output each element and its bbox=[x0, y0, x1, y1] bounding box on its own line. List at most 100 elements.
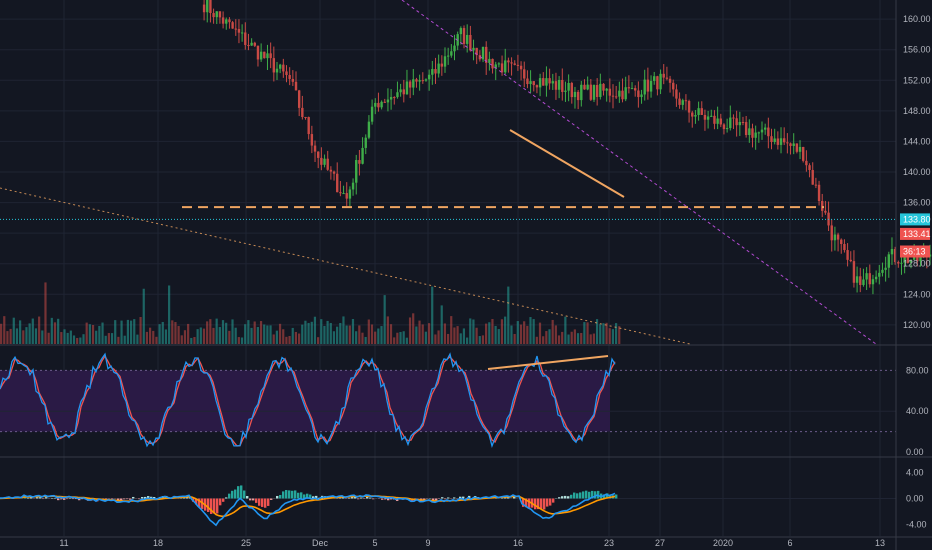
candle-body[interactable] bbox=[909, 259, 913, 263]
stochastic-panel[interactable] bbox=[0, 352, 896, 448]
candle-body[interactable] bbox=[323, 158, 326, 165]
candle-body[interactable] bbox=[206, 0, 209, 13]
candle-body[interactable] bbox=[402, 89, 405, 95]
candle-body[interactable] bbox=[703, 114, 707, 120]
candle-body[interactable] bbox=[469, 34, 472, 51]
candle-body[interactable] bbox=[272, 58, 276, 73]
candle-body[interactable] bbox=[605, 88, 608, 91]
candle-body[interactable] bbox=[453, 45, 456, 52]
candle-body[interactable] bbox=[681, 100, 684, 105]
candle-body[interactable] bbox=[719, 118, 722, 125]
candle-body[interactable] bbox=[462, 28, 466, 44]
candle-body[interactable] bbox=[237, 29, 241, 33]
candle-body[interactable] bbox=[570, 82, 573, 98]
candle-body[interactable] bbox=[393, 97, 396, 99]
candle-body[interactable] bbox=[228, 19, 231, 23]
candle-body[interactable] bbox=[478, 55, 482, 60]
candle-body[interactable] bbox=[285, 71, 288, 76]
candle-body[interactable] bbox=[659, 73, 662, 90]
candle-body[interactable] bbox=[567, 82, 570, 91]
candle-body[interactable] bbox=[653, 76, 656, 81]
macd-panel[interactable] bbox=[0, 485, 896, 527]
candle-body[interactable] bbox=[767, 127, 770, 137]
candle-body[interactable] bbox=[275, 68, 279, 73]
candle-body[interactable] bbox=[713, 115, 716, 124]
candle-body[interactable] bbox=[846, 250, 849, 260]
candle-body[interactable] bbox=[367, 121, 371, 138]
candle-body[interactable] bbox=[754, 132, 757, 138]
candle-body[interactable] bbox=[817, 184, 821, 201]
candle-body[interactable] bbox=[859, 276, 862, 285]
candle-body[interactable] bbox=[821, 200, 824, 211]
candle-body[interactable] bbox=[614, 96, 618, 98]
candle-body[interactable] bbox=[348, 189, 352, 199]
candle-body[interactable] bbox=[377, 102, 380, 108]
candle-body[interactable] bbox=[221, 17, 225, 24]
candle-body[interactable] bbox=[649, 80, 653, 92]
candle-body[interactable] bbox=[646, 79, 650, 92]
candle-body[interactable] bbox=[672, 82, 675, 90]
candle-body[interactable] bbox=[332, 171, 336, 174]
candle-body[interactable] bbox=[824, 210, 827, 213]
candle-body[interactable] bbox=[529, 81, 532, 85]
candle-body[interactable] bbox=[266, 53, 269, 59]
candle-body[interactable] bbox=[374, 102, 377, 107]
candle-body[interactable] bbox=[608, 88, 612, 96]
candle-body[interactable] bbox=[694, 114, 697, 117]
candle-body[interactable] bbox=[782, 138, 786, 143]
candle-body[interactable] bbox=[424, 79, 428, 81]
candle-body[interactable] bbox=[697, 108, 700, 115]
candle-body[interactable] bbox=[836, 234, 840, 240]
candle-body[interactable] bbox=[307, 117, 310, 135]
candle-body[interactable] bbox=[865, 273, 868, 280]
candle-body[interactable] bbox=[551, 81, 554, 84]
candle-body[interactable] bbox=[361, 147, 364, 164]
candle-body[interactable] bbox=[231, 22, 234, 29]
candle-body[interactable] bbox=[665, 77, 669, 79]
candle-body[interactable] bbox=[472, 47, 475, 51]
candle-body[interactable] bbox=[862, 279, 865, 285]
candle-body[interactable] bbox=[297, 90, 301, 108]
candle-body[interactable] bbox=[776, 138, 780, 145]
candle-body[interactable] bbox=[437, 63, 440, 74]
candle-body[interactable] bbox=[760, 129, 764, 133]
candle-body[interactable] bbox=[583, 84, 586, 90]
candle-body[interactable] bbox=[640, 94, 643, 98]
candle-body[interactable] bbox=[706, 116, 710, 120]
candle-body[interactable] bbox=[906, 255, 910, 263]
stoch-k-line[interactable] bbox=[0, 352, 616, 448]
candle-body[interactable] bbox=[500, 63, 504, 73]
candle-body[interactable] bbox=[475, 47, 478, 56]
candle-body[interactable] bbox=[725, 128, 729, 130]
candle-body[interactable] bbox=[504, 60, 507, 73]
candle-body[interactable] bbox=[564, 90, 567, 92]
candle-body[interactable] bbox=[364, 137, 367, 148]
candle-body[interactable] bbox=[310, 134, 314, 146]
candle-body[interactable] bbox=[291, 78, 295, 82]
candle-body[interactable] bbox=[481, 46, 485, 60]
candle-body[interactable] bbox=[643, 79, 646, 95]
candle-body[interactable] bbox=[526, 78, 529, 85]
candle-body[interactable] bbox=[871, 279, 875, 285]
candle-body[interactable] bbox=[741, 121, 745, 123]
candle-body[interactable] bbox=[339, 192, 342, 194]
candle-body[interactable] bbox=[735, 118, 738, 126]
candle-body[interactable] bbox=[744, 122, 748, 136]
candle-body[interactable] bbox=[830, 225, 833, 241]
time-axis[interactable]: 11 18 25 Dec 5 9 16 23 27 2020 6 13 bbox=[59, 538, 885, 548]
candle-body[interactable] bbox=[215, 11, 218, 18]
candle-body[interactable] bbox=[843, 244, 846, 251]
candle-body[interactable] bbox=[535, 85, 539, 88]
candle-body[interactable] bbox=[234, 28, 237, 30]
candle-body[interactable] bbox=[675, 89, 678, 99]
candle-body[interactable] bbox=[884, 267, 887, 270]
candle-body[interactable] bbox=[412, 79, 415, 88]
candle-body[interactable] bbox=[446, 55, 450, 57]
candle-body[interactable] bbox=[599, 83, 602, 97]
candle-body[interactable] bbox=[510, 62, 513, 64]
candle-body[interactable] bbox=[656, 76, 659, 90]
candle-body[interactable] bbox=[450, 51, 453, 56]
candle-body[interactable] bbox=[209, 0, 212, 14]
candle-body[interactable] bbox=[897, 262, 900, 264]
